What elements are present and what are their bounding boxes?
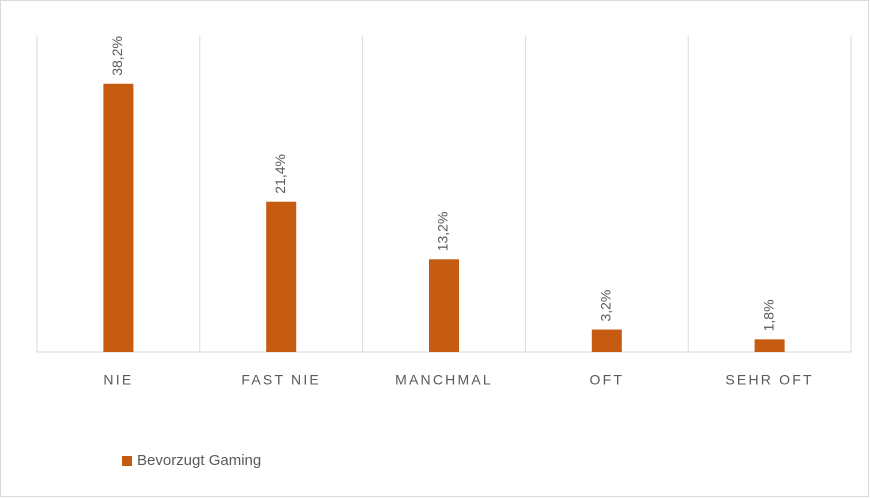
bar bbox=[103, 83, 134, 353]
bar bbox=[591, 329, 622, 352]
x-tick-label: OFT bbox=[590, 372, 625, 388]
data-label: 1,8% bbox=[760, 299, 776, 331]
x-tick-label: MANCHMAL bbox=[395, 372, 493, 388]
legend-swatch bbox=[122, 456, 132, 466]
data-label: 21,4% bbox=[272, 154, 288, 194]
x-tick-label: NIE bbox=[103, 372, 133, 388]
x-tick-label: FAST NIE bbox=[241, 372, 321, 388]
data-label: 38,2% bbox=[109, 36, 125, 76]
data-label: 3,2% bbox=[598, 290, 614, 322]
x-tick-label: SEHR OFT bbox=[725, 372, 813, 388]
bar bbox=[754, 339, 785, 352]
bar bbox=[429, 259, 459, 352]
legend-label: Bevorzugt Gaming bbox=[137, 452, 261, 469]
bar bbox=[266, 201, 297, 352]
data-label: 13,2% bbox=[435, 212, 451, 252]
